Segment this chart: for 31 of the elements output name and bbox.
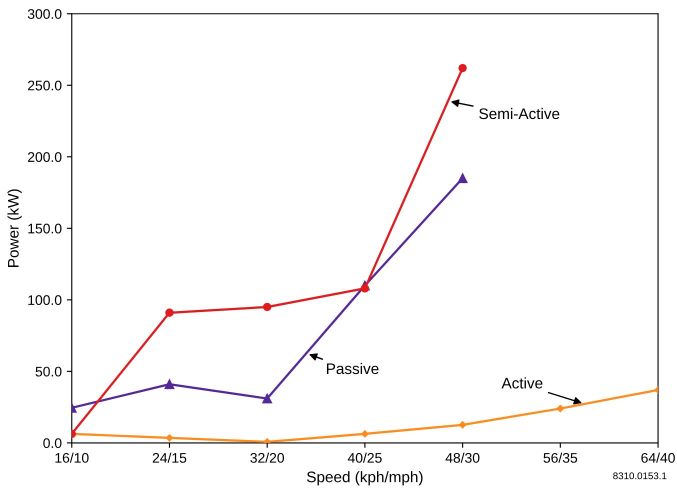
point (458, 173, 468, 184)
point (556, 404, 564, 412)
y-tick-label: 300.0 (28, 9, 62, 19)
text: Semi-Active (479, 108, 560, 120)
series-label: Passive (326, 362, 379, 374)
y-axis-title: Power (kW) (7, 189, 22, 267)
y-tick-label: 0.0 (43, 438, 62, 448)
x-axis-title: Speed (kph/mph) (307, 471, 423, 486)
x-tick-label: 24/15 (152, 452, 186, 463)
point (166, 434, 174, 442)
x-tick-label: 16/10 (55, 452, 89, 463)
y-tick-label: 250.0 (28, 80, 62, 90)
text: 8310.0153.1 (613, 472, 666, 480)
y-tick-label: 150.0 (28, 224, 62, 234)
point (458, 64, 467, 72)
x-tick-label: 64/40 (641, 452, 675, 463)
point (165, 308, 174, 317)
point (164, 379, 174, 390)
x-tick-label: 32/20 (250, 452, 284, 463)
x-tick-label: 56/35 (544, 452, 578, 463)
series-label: Active (502, 377, 542, 389)
point (458, 421, 466, 428)
y-tick-label: 100.0 (28, 295, 62, 306)
point (262, 394, 272, 404)
point (361, 430, 369, 438)
point (263, 302, 272, 312)
y-tick-label: 50.0 (36, 366, 62, 377)
x-tick-label: 48/30 (446, 452, 480, 463)
x-tick-label: 40/25 (348, 452, 382, 463)
point (360, 284, 370, 293)
y-tick-label: 200.0 (28, 152, 62, 162)
